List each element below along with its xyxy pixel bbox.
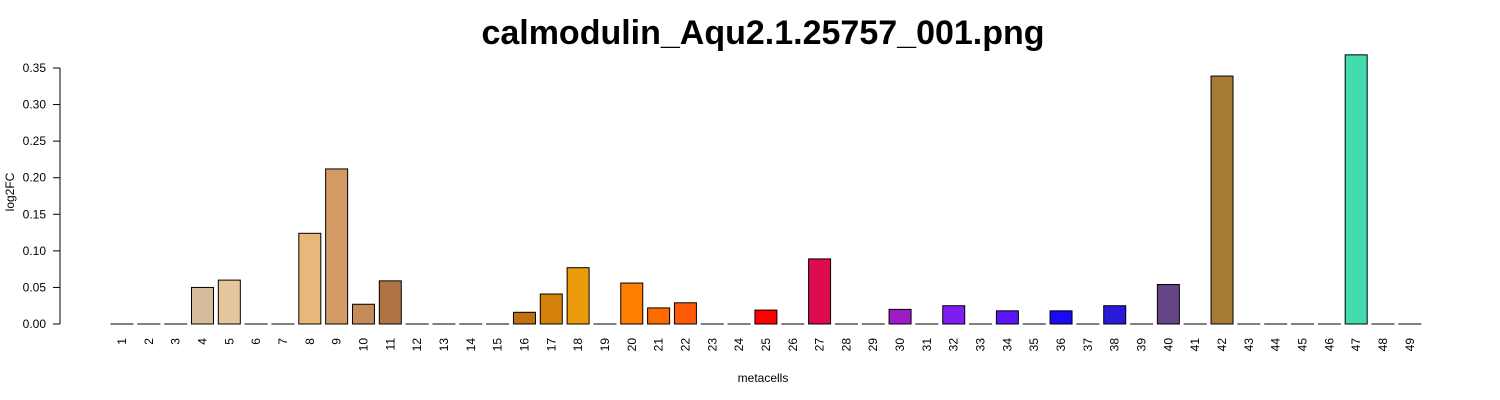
y-axis: 0.00 0.05 0.10 0.15 0.20 0.25 0.30 0.35	[23, 61, 61, 331]
x-tick-label: 5	[222, 338, 236, 345]
x-tick-label: 11	[383, 338, 397, 351]
x-tick-label: 41	[1188, 338, 1202, 352]
x-tick-label: 24	[732, 338, 746, 352]
bar-30	[888, 308, 912, 325]
x-tick-label: 48	[1376, 338, 1390, 352]
y-tick-label: 0.25	[23, 134, 47, 148]
x-axis-label: metacells	[738, 371, 789, 385]
x-tick-label: 26	[786, 338, 800, 352]
x-tick-label: 43	[1242, 338, 1256, 352]
x-tick-label: 49	[1403, 338, 1417, 352]
y-tick-label: 0.30	[23, 98, 47, 112]
bar-42	[1210, 75, 1234, 325]
bar-4	[190, 286, 214, 325]
x-tick-label: 42	[1215, 338, 1229, 352]
x-tick-label: 12	[410, 338, 424, 352]
x-tick-label: 4	[195, 338, 209, 345]
x-tick-label: 15	[491, 338, 505, 352]
x-tick-label: 36	[1054, 338, 1068, 352]
x-tick-label: 9	[330, 338, 344, 345]
x-tick-label: 32	[947, 338, 961, 352]
bar-17	[539, 293, 563, 325]
x-tick-label: 29	[866, 338, 880, 352]
x-tick-label: 20	[625, 338, 639, 352]
y-axis-label: log2FC	[3, 172, 17, 211]
x-tick-label: 45	[1296, 338, 1310, 352]
bar-47	[1344, 54, 1368, 325]
x-tick-label: 19	[598, 338, 612, 352]
bar-9	[325, 168, 349, 325]
x-tick-label: 31	[920, 338, 934, 352]
y-tick-label: 0.10	[23, 244, 47, 258]
x-tick-label: 35	[1027, 338, 1041, 352]
x-tick-label: 28	[839, 338, 853, 352]
x-tick-label: 10	[356, 338, 370, 352]
bar-8	[298, 232, 322, 325]
bar-36	[1049, 310, 1073, 325]
y-tick-label: 0.05	[23, 280, 47, 294]
x-tick-label: 33	[974, 338, 988, 352]
bar-38	[1103, 305, 1127, 325]
x-tick-label: 8	[303, 338, 317, 345]
x-tick-label: 6	[249, 338, 263, 345]
x-tick-label: 3	[169, 338, 183, 345]
x-tick-label: 27	[813, 338, 827, 352]
x-tick-label: 22	[678, 338, 692, 352]
x-tick-label: 34	[1000, 338, 1014, 352]
x-tick-labels: 1 2 3 4 5 6 7 8 9 10 11 12 13 14 15 16 17 18 19 20 21 22 23 24 2…	[115, 338, 1417, 352]
x-tick-label: 25	[759, 338, 773, 352]
bar-40	[1156, 284, 1180, 325]
chart-title: calmodulin_Aqu2.1.25757_001.png	[481, 14, 1044, 52]
x-tick-label: 2	[142, 338, 156, 345]
bar-22	[673, 302, 697, 325]
y-tick-label: 0.00	[23, 317, 47, 331]
bar-16	[512, 311, 536, 325]
x-tick-label: 39	[1135, 338, 1149, 352]
bar-27	[808, 258, 832, 325]
y-tick-label: 0.15	[23, 207, 47, 221]
bar-5	[217, 279, 241, 325]
x-tick-label: 47	[1349, 338, 1363, 352]
x-tick-label: 7	[276, 338, 290, 345]
bar-20	[620, 282, 644, 325]
x-tick-label: 21	[652, 338, 666, 352]
x-tick-label: 38	[1108, 338, 1122, 352]
x-tick-label: 23	[705, 338, 719, 352]
x-tick-label: 30	[893, 338, 907, 352]
x-tick-label: 17	[544, 338, 558, 352]
x-tick-label: 13	[437, 338, 451, 352]
bar-10	[351, 303, 375, 325]
y-tick-label: 0.20	[23, 171, 47, 185]
bar-34	[995, 310, 1019, 325]
y-tick-label: 0.35	[23, 61, 47, 75]
bar-21	[647, 307, 671, 325]
x-tick-label: 16	[517, 338, 531, 352]
bar-32	[942, 305, 966, 325]
x-tick-label: 37	[1081, 338, 1095, 352]
x-tick-label: 14	[464, 338, 478, 352]
x-tick-label: 44	[1269, 338, 1283, 352]
x-tick-label: 40	[1161, 338, 1175, 352]
x-tick-label: 18	[571, 338, 585, 352]
x-tick-label: 1	[115, 338, 129, 345]
bar-25	[754, 309, 778, 325]
bar-11	[378, 280, 402, 325]
bars	[110, 54, 1422, 325]
x-tick-label: 46	[1322, 338, 1336, 352]
bar-18	[566, 267, 590, 325]
